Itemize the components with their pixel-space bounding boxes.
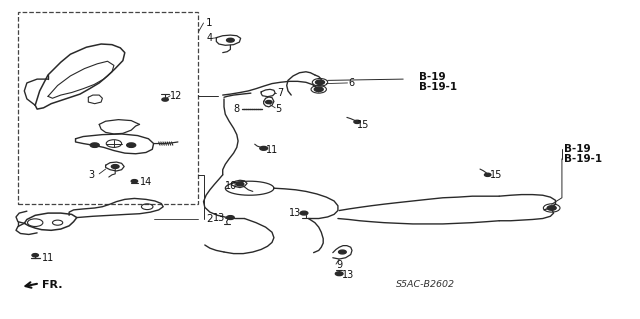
- Text: 15: 15: [490, 170, 502, 180]
- Circle shape: [484, 173, 491, 176]
- Circle shape: [236, 182, 244, 186]
- Text: 5: 5: [275, 104, 282, 114]
- Circle shape: [111, 165, 119, 168]
- Text: B-19: B-19: [419, 72, 446, 82]
- Text: 13: 13: [213, 212, 225, 223]
- Circle shape: [314, 87, 323, 92]
- Text: 1: 1: [206, 18, 212, 28]
- Circle shape: [300, 211, 308, 215]
- Text: 7: 7: [277, 88, 284, 98]
- Circle shape: [316, 80, 324, 85]
- Text: 6: 6: [349, 78, 355, 88]
- Text: 11: 11: [42, 253, 54, 263]
- Text: S5AC-B2602: S5AC-B2602: [396, 280, 454, 289]
- Bar: [18, 12, 198, 204]
- Circle shape: [260, 146, 268, 150]
- Circle shape: [547, 206, 556, 210]
- Text: 4: 4: [206, 33, 212, 43]
- Circle shape: [227, 216, 234, 219]
- Text: 3: 3: [88, 170, 95, 180]
- Circle shape: [354, 120, 360, 123]
- Circle shape: [266, 100, 272, 104]
- Text: B-19-1: B-19-1: [419, 82, 458, 92]
- Circle shape: [162, 98, 168, 101]
- Text: 2: 2: [206, 213, 212, 224]
- Text: 9: 9: [336, 260, 342, 271]
- Text: 15: 15: [357, 120, 369, 130]
- Circle shape: [90, 143, 99, 147]
- Circle shape: [339, 250, 346, 254]
- Text: 8: 8: [234, 104, 240, 114]
- Circle shape: [127, 143, 136, 147]
- Circle shape: [227, 38, 234, 42]
- Text: 10: 10: [225, 181, 237, 191]
- Text: 13: 13: [342, 270, 355, 280]
- Text: 12: 12: [170, 91, 182, 101]
- Circle shape: [335, 272, 343, 276]
- Circle shape: [32, 254, 38, 257]
- Text: 13: 13: [289, 208, 301, 218]
- Text: B-19: B-19: [564, 144, 591, 154]
- Text: FR.: FR.: [42, 280, 63, 290]
- Circle shape: [131, 180, 138, 183]
- Text: B-19-1: B-19-1: [564, 154, 603, 164]
- Text: 14: 14: [140, 177, 152, 188]
- Text: 11: 11: [266, 145, 278, 155]
